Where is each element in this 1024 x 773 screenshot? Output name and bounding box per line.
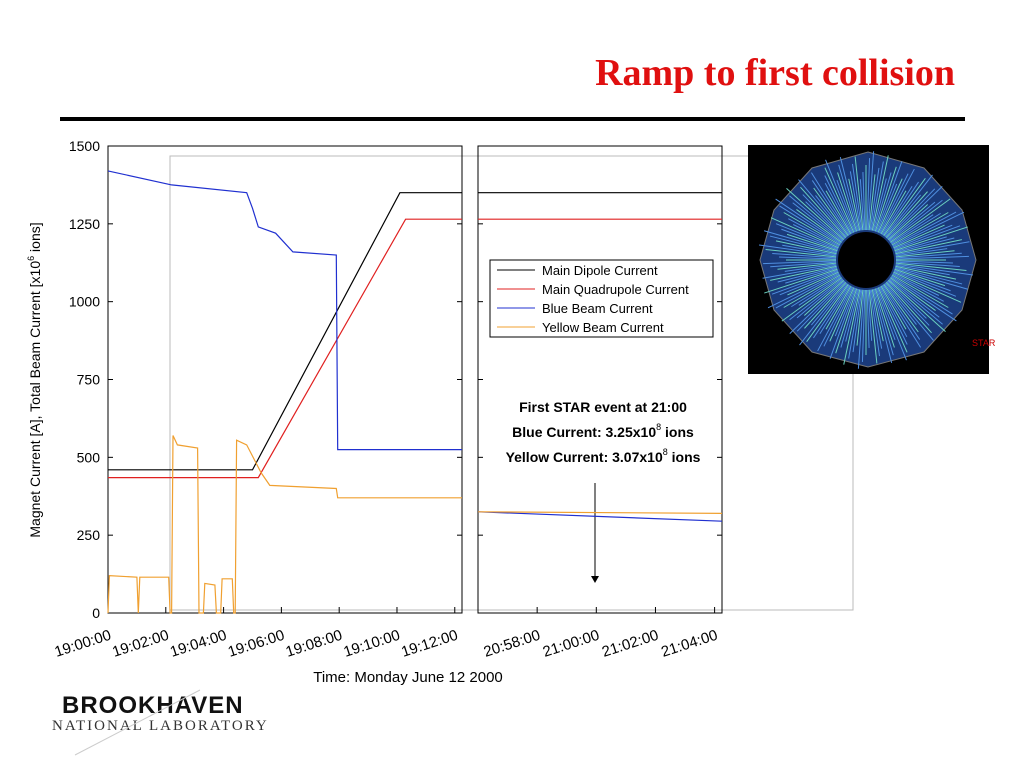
x-tick-label: 19:02:00 (110, 627, 171, 661)
frame (169, 155, 854, 611)
annotation: Blue Current: 3.25x108 ions (512, 422, 694, 440)
annotation-part: Yellow Current: 3.07x10 (506, 449, 663, 465)
slide-title: Ramp to first collision (595, 52, 955, 94)
y-tick-label: 1250 (69, 216, 100, 232)
logo-swoosh (74, 689, 201, 756)
arrow-head (591, 576, 599, 583)
y-tick-label: 500 (77, 449, 101, 465)
y-tick-label: 250 (77, 527, 101, 543)
x-tick-label: 19:10:00 (341, 627, 402, 661)
series-line (108, 192, 722, 471)
x-tick-label: 19:00:00 (52, 627, 113, 661)
y-axis-label: Magnet Current [A], Total Beam Current [… (26, 222, 43, 537)
legend-label: Blue Beam Current (542, 301, 653, 316)
logo-subtitle: NATIONAL LABORATORY (52, 718, 269, 734)
x-tick-label: 19:04:00 (168, 627, 229, 661)
x-tick-label: 20:58:00 (482, 627, 543, 661)
legend-label: Main Dipole Current (542, 263, 658, 278)
annotation-part: 8 (656, 422, 661, 432)
annotation-part: Blue Current: 3.25x10 (512, 424, 656, 440)
y-label-part: Magnet Current [A], Total Beam Current [… (27, 261, 43, 538)
y-label-sup: 6 (26, 256, 36, 261)
plot-frame (477, 145, 723, 614)
annotation: First STAR event at 21:00 (519, 399, 687, 415)
y-tick-label: 1000 (69, 294, 100, 310)
x-tick-label: 19:08:00 (284, 627, 345, 661)
series-line (107, 435, 723, 614)
x-tick-label: 19:12:00 (399, 627, 460, 661)
series-line (108, 218, 722, 479)
y-tick-label: 0 (92, 605, 100, 621)
x-tick-label: 19:06:00 (226, 627, 287, 661)
x-tick-label: 21:02:00 (600, 627, 661, 661)
plot-frame (107, 145, 463, 614)
star-image: STAR (748, 145, 996, 374)
legend-box (489, 259, 714, 338)
annotation-part: ions (661, 424, 694, 440)
x-tick-label: 21:04:00 (659, 627, 720, 661)
series-line (107, 170, 723, 522)
x-axis-label: Time: Monday June 12 2000 (313, 669, 503, 686)
y-tick-label: 1500 (69, 138, 100, 154)
svg-text:STAR: STAR (972, 338, 996, 348)
logo: BROOKHAVEN NATIONAL LABORATORY (52, 689, 269, 756)
y-tick-label: 750 (77, 372, 101, 388)
title-rule (60, 117, 965, 121)
annotation-part: First STAR event at 21:00 (519, 399, 687, 415)
annotation-part: 8 (663, 447, 668, 457)
y-label-part: ions] (27, 222, 43, 255)
annotation: Yellow Current: 3.07x108 ions (506, 447, 701, 465)
legend-label: Yellow Beam Current (542, 320, 664, 335)
annotation-part: ions (668, 449, 701, 465)
x-tick-label: 21:00:00 (541, 627, 602, 661)
legend-label: Main Quadrupole Current (542, 282, 689, 297)
